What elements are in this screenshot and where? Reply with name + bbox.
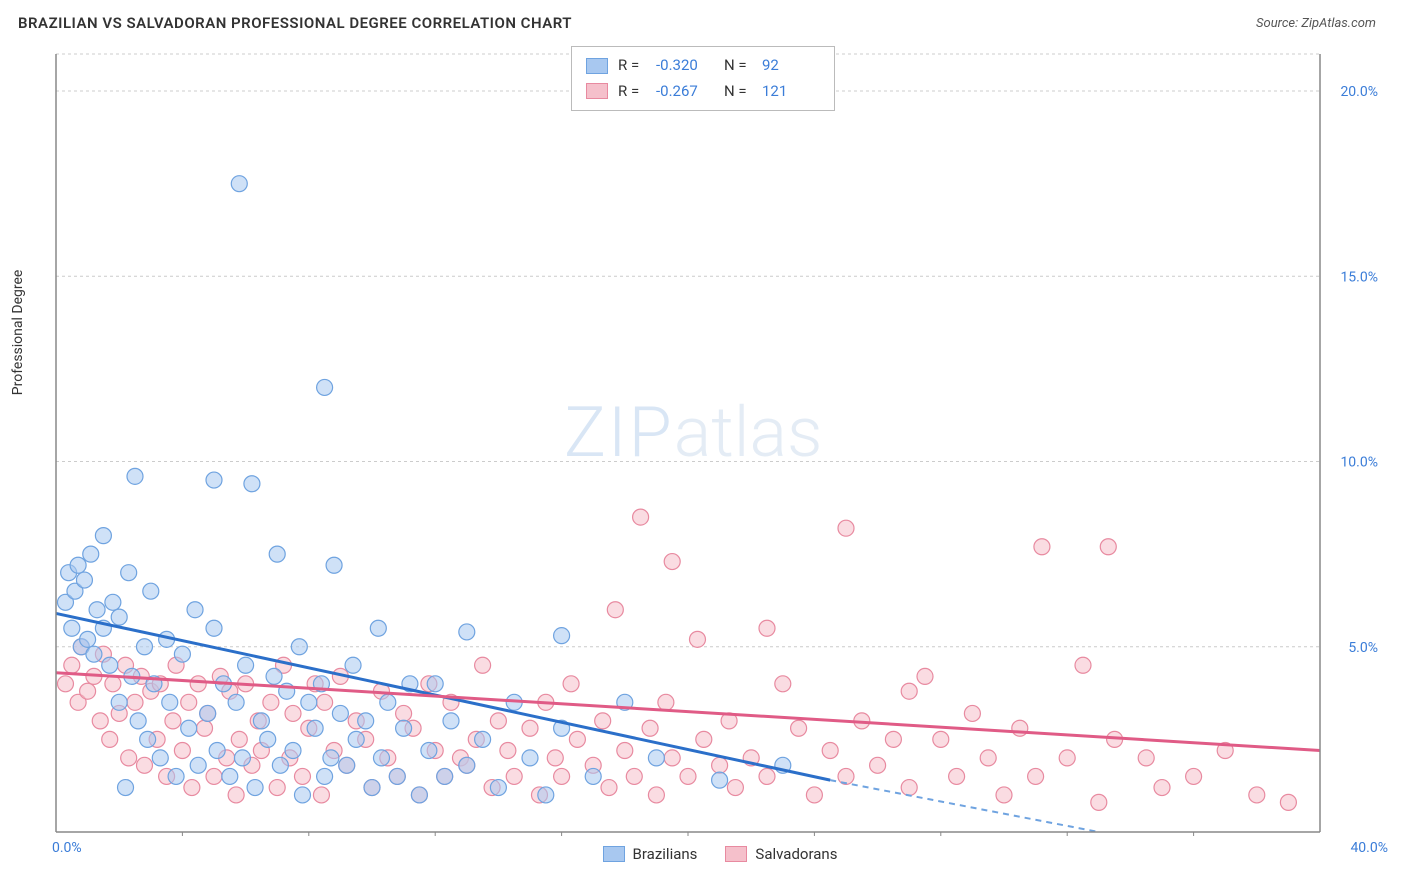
stats-row-salvadorans: R = -0.267 N = 121 (586, 79, 820, 105)
swatch-brazilians (586, 58, 608, 74)
svg-text:5.0%: 5.0% (1348, 640, 1378, 656)
swatch-salvadorans (725, 846, 747, 862)
r-value-brazilians: -0.320 (656, 53, 714, 79)
legend-label-brazilians: Brazilians (633, 845, 698, 863)
series-legend: Brazilians Salvadorans (52, 840, 1388, 868)
source-attribution: Source: ZipAtlas.com (1256, 16, 1376, 31)
r-label: R = (618, 79, 646, 105)
svg-text:10.0%: 10.0% (1340, 455, 1378, 471)
swatch-salvadorans (586, 83, 608, 99)
r-value-salvadorans: -0.267 (656, 79, 714, 105)
n-value-salvadorans: 121 (762, 79, 820, 105)
scatter-plot: 5.0% 10.0% 15.0% 20.0% ZIPatlas (52, 44, 1388, 836)
svg-text:ZIPatlas: ZIPatlas (564, 392, 822, 474)
n-label: N = (724, 79, 752, 105)
svg-text:15.0%: 15.0% (1340, 269, 1378, 285)
chart-title: BRAZILIAN VS SALVADORAN PROFESSIONAL DEG… (18, 14, 572, 32)
n-value-brazilians: 92 (762, 53, 820, 79)
legend-label-salvadorans: Salvadorans (755, 845, 837, 863)
legend-item-salvadorans: Salvadorans (725, 845, 837, 863)
y-axis-label: Professional Degree (10, 270, 26, 396)
swatch-brazilians (603, 846, 625, 862)
stats-legend: R = -0.320 N = 92 R = -0.267 N = 121 (571, 46, 835, 111)
stats-row-brazilians: R = -0.320 N = 92 (586, 53, 820, 79)
legend-item-brazilians: Brazilians (603, 845, 698, 863)
n-label: N = (724, 53, 752, 79)
svg-text:20.0%: 20.0% (1340, 84, 1378, 100)
chart-container: Professional Degree 5.0%10.0%15.0%20.0%Z… (18, 44, 1388, 872)
r-label: R = (618, 53, 646, 79)
